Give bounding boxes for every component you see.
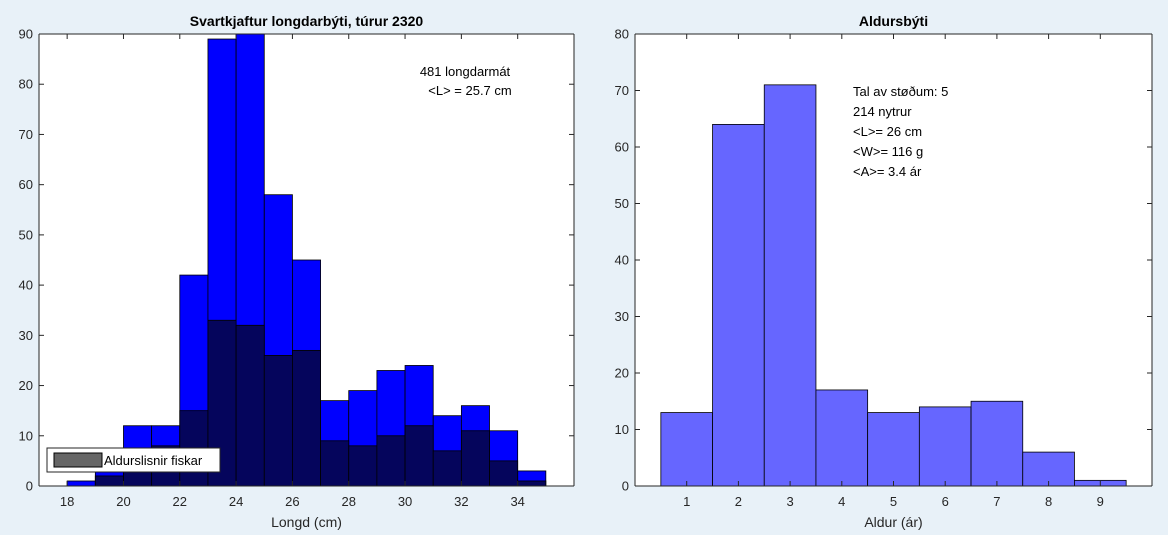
bar-age bbox=[763, 84, 817, 487]
y-tick-label: 60 bbox=[19, 177, 33, 192]
x-tick-label: 4 bbox=[838, 494, 845, 509]
x-tick-label: 28 bbox=[342, 494, 356, 509]
bar-age bbox=[918, 406, 972, 487]
bar-aged-fish bbox=[432, 450, 462, 487]
bar-aged-fish bbox=[94, 475, 124, 487]
x-tick-label: 5 bbox=[890, 494, 897, 509]
x-axis-label: Aldur (ár) bbox=[864, 514, 922, 530]
y-tick-label: 20 bbox=[615, 366, 629, 381]
annotation-line: <L> = 25.7 cm bbox=[428, 83, 511, 98]
y-tick-label: 70 bbox=[615, 83, 629, 98]
x-tick-label: 32 bbox=[454, 494, 468, 509]
x-tick-label: 22 bbox=[173, 494, 187, 509]
y-tick-label: 90 bbox=[19, 27, 33, 42]
bar-aged-fish bbox=[460, 430, 490, 487]
y-tick-label: 50 bbox=[19, 227, 33, 242]
x-tick-label: 3 bbox=[786, 494, 793, 509]
y-tick-label: 60 bbox=[615, 140, 629, 155]
annotation-line: 214 nytrur bbox=[853, 104, 912, 119]
y-tick-label: 10 bbox=[615, 422, 629, 437]
bar-age bbox=[712, 124, 765, 487]
annotation-line: Tal av støðum: 5 bbox=[853, 84, 948, 99]
y-tick-label: 0 bbox=[26, 479, 33, 494]
chart-title: Aldursbýti bbox=[859, 13, 928, 29]
bar-aged-fish bbox=[489, 460, 519, 487]
age-distribution-chart: 1 2 3 4 5 6 7 8 9 0 10 20 30 40 50 60 70 80 Aldursbýti Al… bbox=[615, 13, 1153, 530]
legend-label: Aldurslisnir fiskar bbox=[104, 453, 203, 468]
bar-age bbox=[1022, 451, 1075, 487]
x-tick-label: 26 bbox=[285, 494, 299, 509]
bar-aged-fish bbox=[292, 349, 321, 487]
y-tick-label: 70 bbox=[19, 127, 33, 142]
y-tick-label: 0 bbox=[622, 479, 629, 494]
bar-all-lengths bbox=[66, 480, 96, 487]
y-tick-label: 30 bbox=[19, 328, 33, 343]
x-tick-label: 7 bbox=[993, 494, 1000, 509]
bar-age bbox=[867, 412, 920, 487]
bar-aged-fish bbox=[376, 435, 406, 487]
bar-aged-fish bbox=[235, 324, 265, 487]
bar-aged-fish bbox=[404, 425, 434, 487]
annotation-line: <A>= 3.4 ár bbox=[853, 164, 922, 179]
x-tick-label: 30 bbox=[398, 494, 412, 509]
annotation-line: <L>= 26 cm bbox=[853, 124, 922, 139]
legend: Aldurslisnir fiskar bbox=[46, 447, 221, 473]
bar-aged-fish bbox=[320, 440, 350, 487]
bar-age bbox=[660, 412, 713, 487]
y-tick-label: 40 bbox=[615, 253, 629, 268]
x-tick-label: 20 bbox=[116, 494, 130, 509]
x-tick-label: 6 bbox=[942, 494, 949, 509]
y-tick-label: 20 bbox=[19, 378, 33, 393]
y-tick-label: 80 bbox=[19, 77, 33, 92]
y-tick-label: 30 bbox=[615, 309, 629, 324]
legend-swatch bbox=[53, 452, 103, 468]
y-tick-label: 50 bbox=[615, 196, 629, 211]
length-distribution-chart: 18 20 22 24 26 28 30 32 34 0 10 20 30 40 50 60 70 80 90 Sv… bbox=[19, 13, 575, 530]
chart-title: Svartkjaftur longdarbýti, túrur 2320 bbox=[190, 13, 424, 29]
x-tick-label: 34 bbox=[510, 494, 524, 509]
annotation-line: <W>= 116 g bbox=[853, 144, 923, 159]
bar-aged-fish bbox=[517, 480, 547, 487]
y-tick-label: 80 bbox=[615, 27, 629, 42]
x-axis-label: Longd (cm) bbox=[271, 514, 342, 530]
annotation-line: 481 longdarmát bbox=[420, 64, 511, 79]
y-tick-label: 10 bbox=[19, 428, 33, 443]
bar-age bbox=[970, 400, 1024, 487]
bar-age bbox=[815, 389, 869, 487]
y-tick-label: 40 bbox=[19, 278, 33, 293]
bar-aged-fish bbox=[263, 355, 293, 487]
x-tick-label: 24 bbox=[229, 494, 243, 509]
x-tick-label: 18 bbox=[60, 494, 74, 509]
x-tick-label: 2 bbox=[735, 494, 742, 509]
x-tick-label: 9 bbox=[1097, 494, 1104, 509]
x-tick-label: 1 bbox=[683, 494, 690, 509]
bar-aged-fish bbox=[348, 445, 378, 487]
x-tick-label: 8 bbox=[1045, 494, 1052, 509]
